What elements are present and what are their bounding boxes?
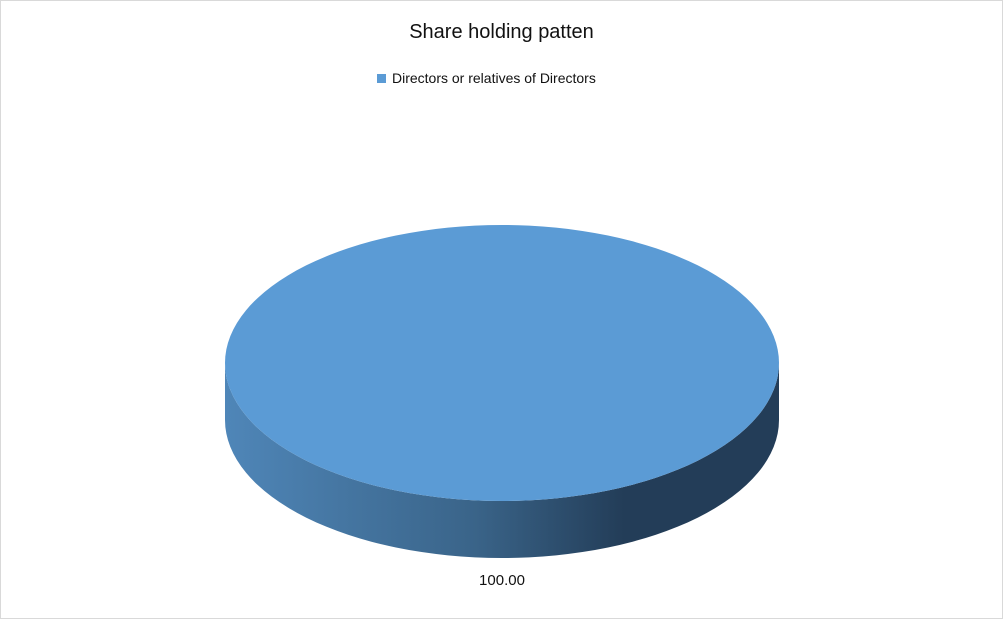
legend-swatch — [377, 73, 386, 83]
data-label-0: 100.00 — [479, 572, 525, 589]
legend: Directors or relatives of Directors — [377, 70, 596, 86]
pie-slice-side — [225, 363, 779, 558]
legend-label: Directors or relatives of Directors — [392, 70, 596, 86]
pie-slice-0 — [225, 225, 779, 501]
chart-title: Share holding patten — [409, 21, 594, 43]
